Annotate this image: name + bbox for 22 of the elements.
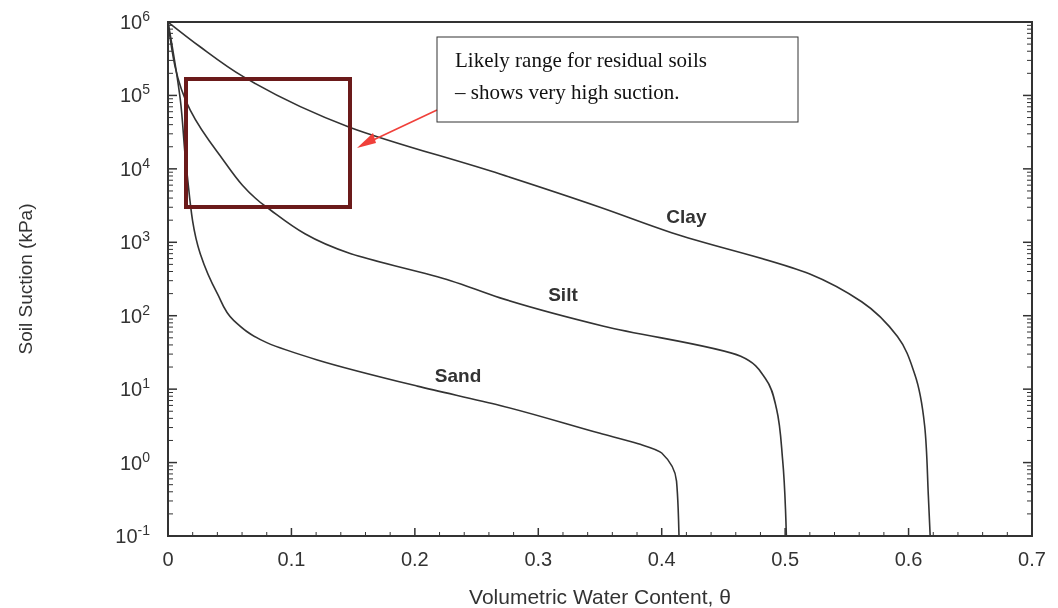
y-tick-label: 10$^{-1}$ bbox=[115, 522, 151, 547]
series-label: Silt bbox=[548, 284, 579, 306]
x-tick-label: 0.6 bbox=[894, 548, 923, 570]
x-tick-label: 0.1 bbox=[277, 548, 306, 570]
annotation: Likely range for residual soils – shows very high suction. bbox=[454, 48, 707, 104]
y-axis-title: Soil Suction (kPa) bbox=[15, 203, 36, 355]
x-tick-label: 0.2 bbox=[400, 548, 429, 570]
x-tick-label: 0.3 bbox=[524, 548, 553, 570]
series-label: Clay bbox=[666, 206, 707, 228]
y-tick-label: 10$^{4}$ bbox=[119, 154, 151, 180]
y-tick-label: 10$^{1}$ bbox=[119, 375, 151, 401]
x-tick-label: 0.4 bbox=[647, 548, 676, 570]
y-tick-label: 10$^{0}$ bbox=[119, 448, 151, 474]
series-label: Sand bbox=[434, 364, 482, 386]
x-tick-label: 0 bbox=[162, 548, 174, 570]
y-tick-label: 10$^{2}$ bbox=[119, 301, 151, 327]
y-tick-label: 10$^{5}$ bbox=[119, 81, 151, 107]
x-tick-label: 0.7 bbox=[1018, 548, 1046, 570]
y-tick-label: 10$^{3}$ bbox=[119, 228, 151, 254]
y-tick-label: 10$^{6}$ bbox=[119, 8, 151, 33]
x-tick-label: 0.5 bbox=[771, 548, 800, 570]
x-axis-title: Volumetric Water Content, θ bbox=[469, 585, 731, 608]
